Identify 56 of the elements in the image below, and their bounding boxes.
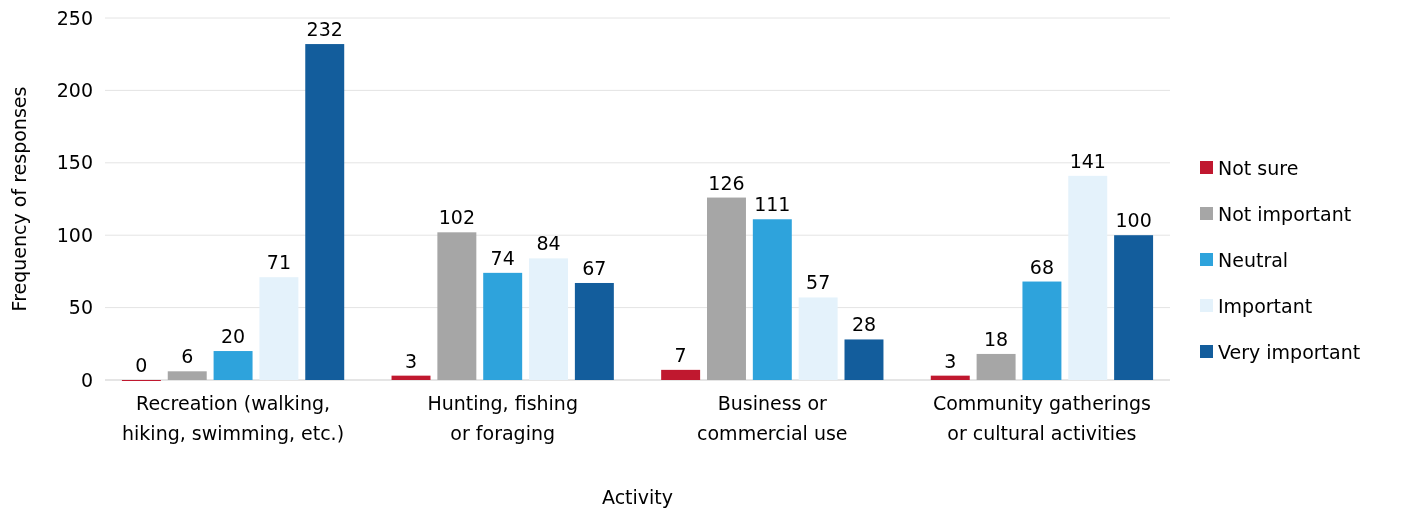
data-label: 111 — [754, 193, 791, 216]
bar — [483, 272, 523, 380]
data-label: 28 — [851, 313, 877, 336]
bar — [529, 258, 569, 380]
legend-label: Very important — [1218, 340, 1361, 363]
bar — [1114, 235, 1154, 380]
legend-label: Important — [1218, 294, 1313, 317]
bar — [437, 232, 477, 380]
bar — [305, 44, 345, 380]
y-tick-label: 150 — [56, 151, 93, 174]
legend-label: Neutral — [1218, 248, 1289, 271]
data-label: 18 — [984, 327, 1009, 350]
y-tick-label: 100 — [56, 223, 93, 246]
x-tick-label: Hunting, fishing or foraging — [427, 392, 578, 444]
y-tick-label: 0 — [80, 368, 93, 391]
data-label: 74 — [490, 246, 515, 269]
bar — [574, 282, 614, 380]
x-axis-title: Activity — [601, 486, 674, 508]
bar — [752, 219, 792, 380]
bar — [259, 277, 299, 380]
bar — [930, 375, 970, 380]
data-label: 20 — [220, 325, 246, 348]
bar — [661, 369, 701, 380]
data-label: 141 — [1069, 149, 1106, 172]
y-tick-label: 200 — [56, 79, 93, 102]
legend-label: Not important — [1218, 202, 1352, 225]
data-label: 126 — [708, 171, 745, 194]
bar — [391, 375, 431, 380]
y-tick-label: 250 — [56, 6, 93, 29]
y-tick-label: 50 — [68, 296, 93, 319]
data-label: 7 — [674, 343, 687, 366]
bar — [1068, 175, 1108, 380]
x-tick-label: Recreation (walking, hiking, swimming, etc.) — [122, 392, 345, 444]
bar — [707, 197, 746, 380]
x-tick-label: Business or commercial use — [697, 392, 848, 444]
data-label: 67 — [582, 256, 607, 279]
y-axis-title: Frequency of responses — [8, 86, 30, 312]
bar — [1022, 281, 1062, 380]
data-label: 100 — [1115, 209, 1152, 232]
data-label: 0 — [135, 354, 148, 376]
data-label: 6 — [181, 345, 194, 368]
data-label: 102 — [438, 206, 475, 229]
data-label: 84 — [536, 232, 561, 255]
data-label: 57 — [806, 271, 831, 294]
bar — [844, 339, 884, 380]
bar — [976, 353, 1016, 380]
data-label: 3 — [404, 349, 418, 372]
data-label: 71 — [266, 251, 291, 274]
data-label: 3 — [944, 349, 957, 372]
legend-label: Not sure — [1218, 156, 1299, 179]
bar — [167, 371, 207, 380]
bar — [798, 297, 838, 380]
data-label: 68 — [1029, 255, 1055, 278]
bar — [213, 351, 253, 380]
data-label: 232 — [306, 18, 343, 41]
x-tick-label: Community gatherings or cultural activities — [932, 392, 1151, 444]
